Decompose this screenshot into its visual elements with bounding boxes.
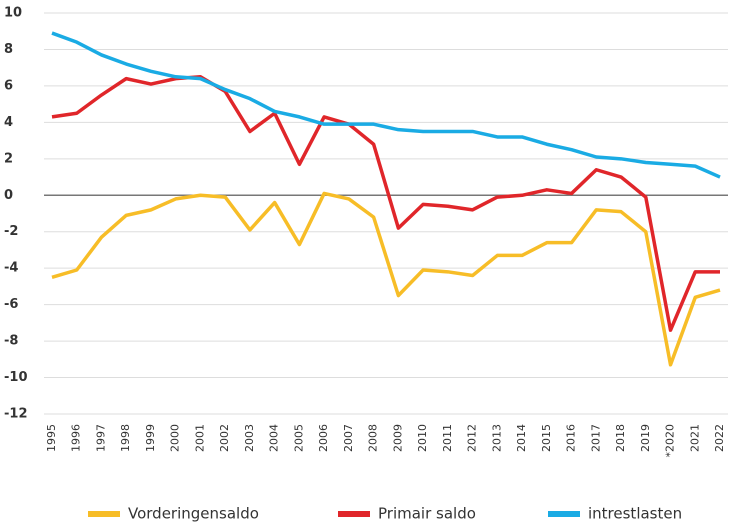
y-tick-label: -12 [4,407,28,422]
x-tick-label: 2021 [688,424,701,452]
legend-label: Vorderingensaldo [128,505,259,523]
y-tick-label: -8 [4,334,18,349]
x-tick-label: 2010 [416,424,429,452]
x-tick-label: 2000 [169,424,182,452]
x-tick-label: 2008 [367,424,380,452]
x-tick-label: 1999 [144,424,157,452]
x-tick-label: 2018 [614,424,627,452]
y-tick-label: 6 [4,78,13,93]
x-tick-label: 2014 [515,424,528,452]
legend-label: intrestlasten [588,505,682,523]
line [51,75,720,332]
x-tick-label: 2002 [218,424,231,452]
line [51,191,721,367]
x-tick-label: *2020 [664,424,677,458]
x-tick-label: 1996 [70,424,83,452]
x-tick-label: 1997 [94,424,107,452]
x-tick-label: 2001 [193,424,206,452]
x-tick-label: 2004 [268,424,281,452]
x-tick-label: 2012 [466,424,479,452]
x-tick-label: 2016 [565,424,578,452]
y-tick-label: 8 [4,42,13,57]
x-tick-label: 2003 [243,424,256,452]
line [51,31,721,179]
legend-swatch [88,511,120,517]
x-tick-label: 2011 [441,424,454,452]
x-tick-label: 1998 [119,424,132,452]
legend-swatch [338,511,370,517]
x-tick-label: 2017 [589,424,602,452]
x-tick-label: 2022 [713,424,726,452]
x-tick-label: 2005 [292,424,305,452]
x-tick-label: 1995 [45,424,58,452]
x-tick-label: 2009 [391,424,404,452]
legend-label: Primair saldo [378,505,476,523]
x-tick-label: 2015 [540,424,553,452]
legend-swatch [548,511,580,517]
y-tick-label: -4 [4,261,18,276]
x-tick-label: 2006 [317,424,330,452]
y-tick-label: -6 [4,297,18,312]
y-tick-label: 2 [4,151,13,166]
y-tick-label: 4 [4,115,13,130]
x-tick-label: 2019 [639,424,652,452]
y-tick-label: -2 [4,224,18,239]
y-tick-label: 0 [4,188,13,203]
x-tick-label: 2013 [490,424,503,452]
x-tick-label: 2007 [342,424,355,452]
y-tick-label: 10 [4,6,22,21]
y-tick-label: -10 [4,370,28,385]
